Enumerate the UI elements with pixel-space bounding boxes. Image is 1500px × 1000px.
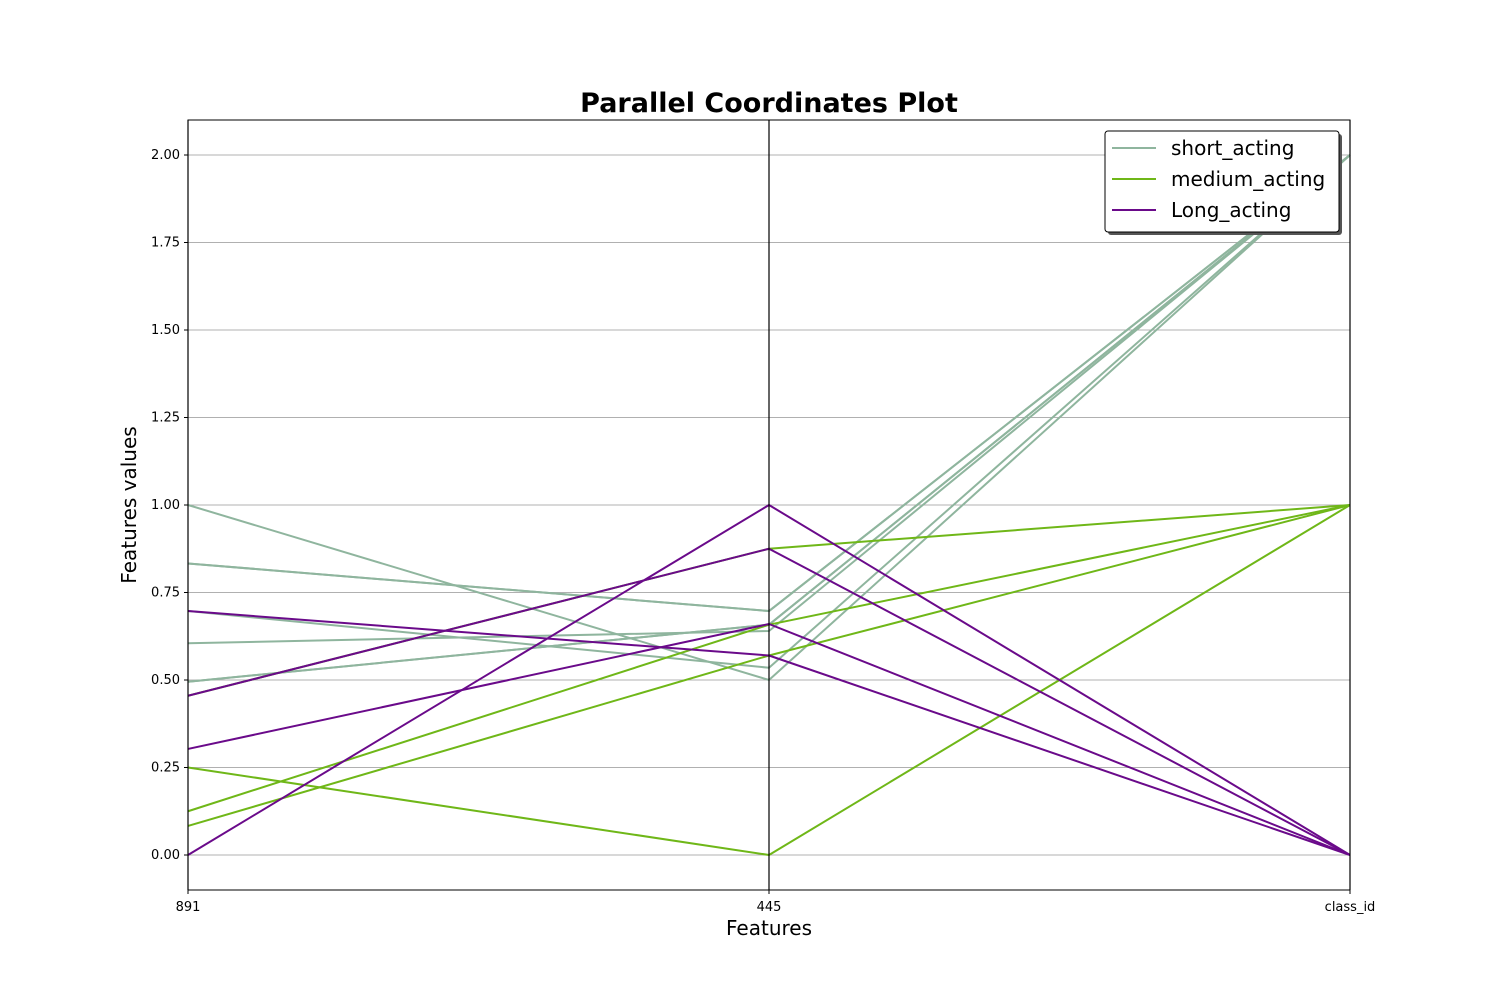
y-tick-label: 1.75 (151, 236, 180, 251)
y-tick-label: 0.75 (151, 586, 180, 601)
ticks-layer: 0.00 0.25 0.50 0.75 1.00 1.25 1.50 1.75 2.00 891 4… (151, 148, 1375, 915)
legend-label-short-acting: short_acting (1171, 136, 1294, 160)
x-tick-label: 445 (757, 900, 782, 915)
legend-label-long-acting: Long_acting (1171, 198, 1291, 222)
y-tick-label: 1.00 (151, 498, 180, 513)
y-tick-label: 1.50 (151, 323, 180, 338)
y-tick-label: 1.25 (151, 411, 180, 426)
y-tick-label: 0.25 (151, 761, 180, 776)
y-axis-title: Features values (117, 426, 141, 583)
y-tick-label: 0.50 (151, 673, 180, 688)
legend-label-medium-acting: medium_acting (1171, 167, 1325, 191)
x-tick-label: class_id (1325, 900, 1376, 915)
x-tick-label: 891 (176, 900, 201, 915)
y-tick-label: 0.00 (151, 848, 180, 863)
legend: short_acting medium_acting Long_acting (1104, 130, 1342, 235)
y-tick-label: 2.00 (151, 148, 180, 163)
legend-entries: short_acting medium_acting Long_acting (1112, 136, 1325, 222)
x-axis-title: Features (726, 916, 812, 940)
chart-title: Parallel Coordinates Plot (580, 88, 958, 119)
legend-box (1104, 130, 1340, 233)
